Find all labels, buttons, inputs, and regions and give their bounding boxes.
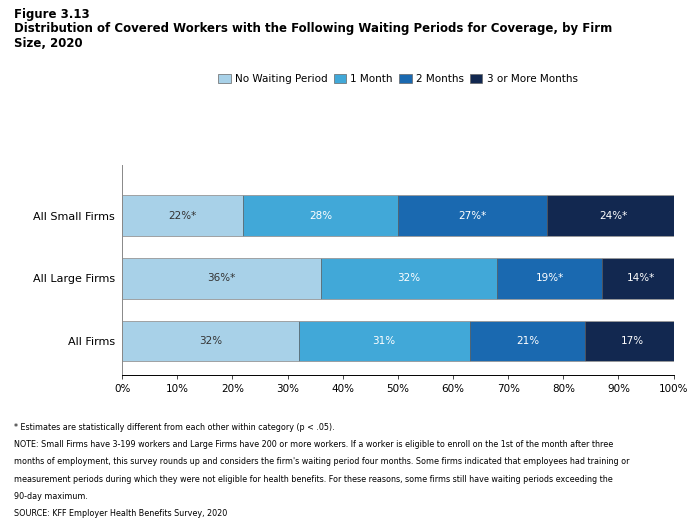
Text: 90-day maximum.: 90-day maximum.: [14, 492, 88, 501]
Legend: No Waiting Period, 1 Month, 2 Months, 3 or More Months: No Waiting Period, 1 Month, 2 Months, 3 …: [214, 70, 582, 88]
Text: 19%*: 19%*: [535, 273, 563, 283]
Bar: [586, 321, 679, 361]
Bar: [299, 321, 470, 361]
Bar: [497, 258, 602, 299]
Bar: [122, 321, 299, 361]
Text: Figure 3.13: Figure 3.13: [14, 8, 89, 21]
Bar: [470, 321, 586, 361]
Bar: [122, 195, 244, 236]
Text: 24%*: 24%*: [599, 211, 627, 220]
Text: 28%: 28%: [309, 211, 332, 220]
Bar: [547, 195, 679, 236]
Bar: [244, 195, 398, 236]
Text: SOURCE: KFF Employer Health Benefits Survey, 2020: SOURCE: KFF Employer Health Benefits Sur…: [14, 509, 228, 518]
Text: months of employment, this survey rounds up and considers the firm's waiting per: months of employment, this survey rounds…: [14, 457, 630, 466]
Text: 36%*: 36%*: [207, 273, 235, 283]
Text: 14%*: 14%*: [626, 273, 655, 283]
Text: 22%*: 22%*: [169, 211, 197, 220]
Text: 32%: 32%: [397, 273, 420, 283]
Text: measurement periods during which they were not eligible for health benefits. For: measurement periods during which they we…: [14, 475, 613, 484]
Bar: [122, 258, 320, 299]
Text: 31%: 31%: [373, 336, 396, 346]
Text: 27%*: 27%*: [458, 211, 487, 220]
Bar: [398, 195, 547, 236]
Text: 17%: 17%: [621, 336, 644, 346]
Text: Distribution of Covered Workers with the Following Waiting Periods for Coverage,: Distribution of Covered Workers with the…: [14, 22, 612, 35]
Text: Size, 2020: Size, 2020: [14, 37, 82, 50]
Bar: [320, 258, 497, 299]
Bar: [602, 258, 679, 299]
Text: 21%: 21%: [516, 336, 539, 346]
Text: 32%: 32%: [199, 336, 222, 346]
Text: NOTE: Small Firms have 3-199 workers and Large Firms have 200 or more workers. I: NOTE: Small Firms have 3-199 workers and…: [14, 440, 614, 449]
Text: * Estimates are statistically different from each other within category (p < .05: * Estimates are statistically different …: [14, 423, 334, 432]
